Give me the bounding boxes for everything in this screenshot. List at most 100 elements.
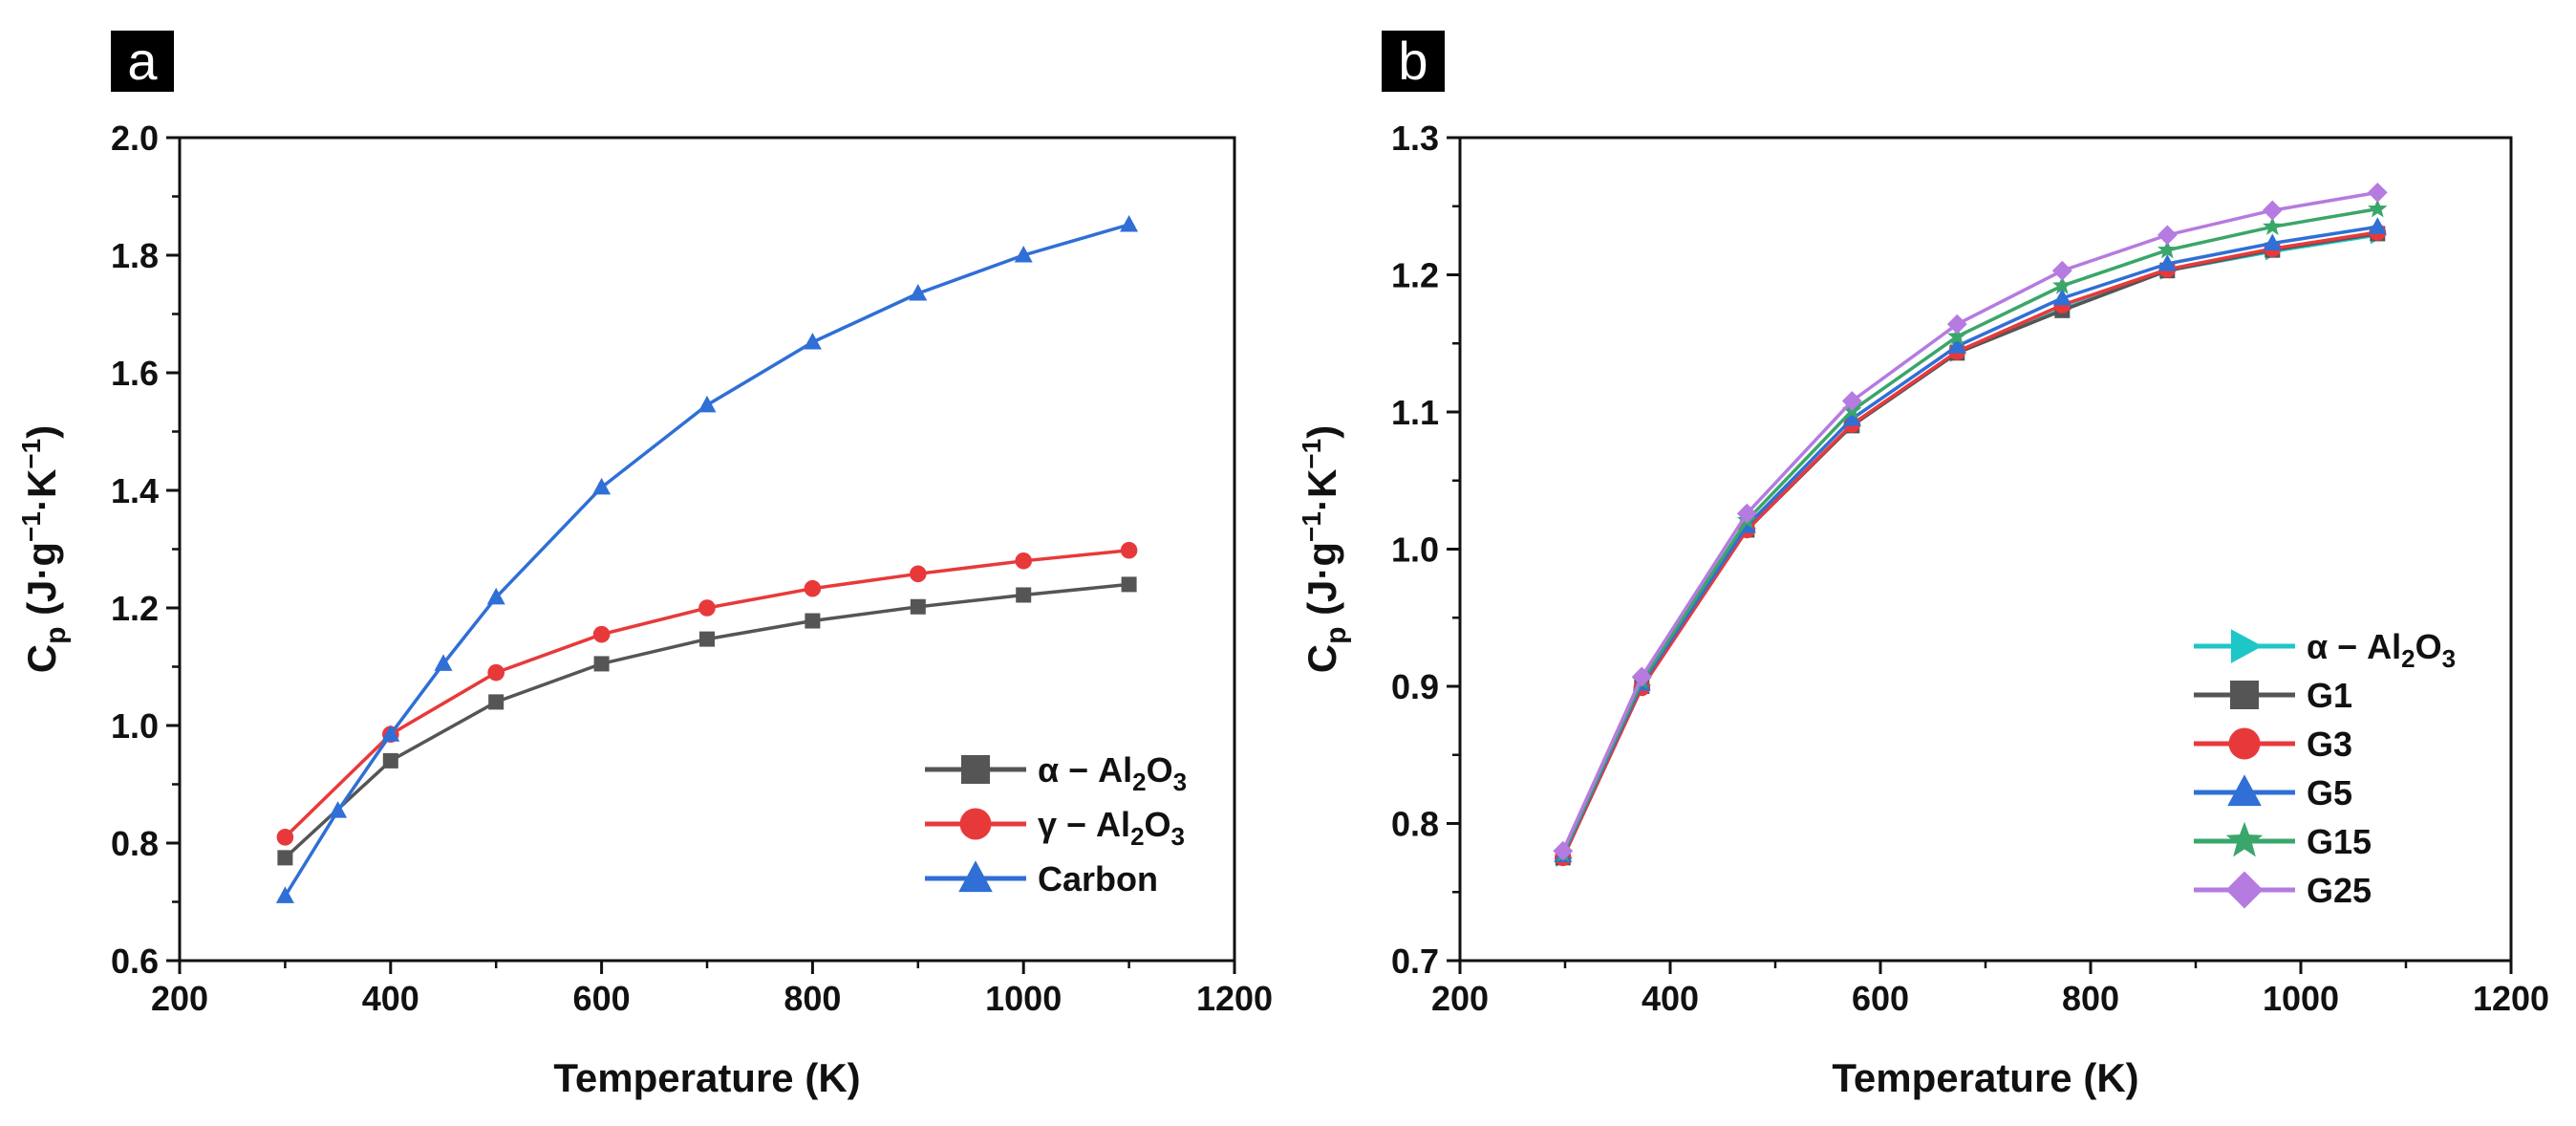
data-point	[276, 829, 294, 846]
data-point	[277, 850, 293, 866]
y-title-symbol: C	[1299, 644, 1344, 673]
legend-marker	[961, 755, 990, 784]
data-point	[910, 565, 927, 583]
x-tick-label: 800	[784, 979, 841, 1018]
legend-marker	[2230, 681, 2259, 709]
legend-label: γ − Al2O3	[1038, 805, 1185, 851]
legend-marker	[2228, 727, 2261, 760]
data-point	[1016, 587, 1032, 603]
legend-text-main: G25	[2307, 871, 2372, 910]
series-a-1	[276, 541, 1138, 846]
data-point	[2263, 233, 2282, 250]
data-point	[1841, 391, 1862, 411]
legend-marker	[2225, 821, 2264, 857]
series-line	[1561, 231, 2378, 859]
y-tick-label: 0.9	[1391, 667, 1439, 706]
y-tick-label: 1.6	[111, 354, 159, 393]
legend-marker	[2230, 629, 2263, 663]
y-tick-label: 1.2	[111, 589, 159, 628]
data-point	[1553, 840, 1574, 861]
y-tick-label: 0.7	[1391, 942, 1439, 981]
y-tick-label: 1.3	[1391, 119, 1439, 158]
legend-text-main: α − Al	[2307, 627, 2401, 666]
data-point	[382, 752, 398, 769]
data-point	[1842, 409, 1861, 426]
x-tick-label: 400	[362, 979, 419, 1018]
panel-label: a	[127, 31, 158, 91]
legend-entry: α − Al2O3	[925, 750, 1187, 796]
data-point	[275, 886, 294, 903]
data-point	[2368, 198, 2388, 218]
data-point	[486, 587, 505, 605]
data-point	[1736, 503, 1757, 524]
series-line	[283, 223, 1130, 898]
legend-text-main: O	[1147, 750, 1173, 790]
data-point	[487, 663, 504, 682]
y-tick-label: 0.6	[111, 942, 159, 981]
series-b-2	[1555, 224, 2387, 867]
legend-text-main: γ − Al	[1038, 805, 1130, 844]
legend-label: G3	[2307, 725, 2352, 764]
x-tick-label: 1200	[2473, 979, 2549, 1018]
legend-label: Carbon	[1038, 859, 1158, 899]
data-point	[592, 477, 612, 495]
data-point	[1947, 326, 1967, 345]
legend-subscript: 3	[1171, 822, 1185, 851]
legend-subscript: 3	[1173, 768, 1187, 796]
legend-marker	[959, 808, 992, 840]
data-point	[2262, 200, 2283, 221]
data-point	[2157, 254, 2177, 271]
data-point	[593, 656, 610, 672]
legend-label: α − Al2O3	[1038, 750, 1187, 796]
x-axis-title: Temperature (K)	[553, 1055, 860, 1100]
data-point	[488, 694, 504, 710]
data-point	[1947, 336, 1966, 354]
x-tick-label: 800	[2062, 979, 2119, 1018]
legend-label: α − Al2O3	[2307, 627, 2456, 673]
y-tick-label: 1.1	[1391, 393, 1439, 432]
legend-label: G15	[2307, 822, 2372, 861]
legend-text-main: α − Al	[1038, 750, 1132, 790]
legend-marker	[2227, 774, 2262, 807]
data-point	[1121, 576, 1137, 593]
data-point	[2368, 217, 2387, 234]
data-point	[2367, 183, 2388, 203]
y-title-exponent: −1	[1297, 511, 1326, 542]
series-line	[1561, 230, 2378, 859]
legend-subscript: 3	[2442, 644, 2456, 673]
y-tick-label: 1.0	[111, 706, 159, 746]
chart-panel-b: b 200 400 600 800 1000 1200 0.7 0.8 0.9 1.0 1.1 1.2 1…	[1297, 31, 2549, 1100]
series-b-3	[1554, 217, 2387, 863]
data-point	[910, 598, 926, 615]
series-b-4	[1553, 198, 2388, 862]
y-title-exponent: −1	[16, 439, 46, 469]
y-tick-label: 0.8	[1391, 805, 1439, 844]
series-b-5	[1553, 183, 2388, 861]
legend-text-main: O	[2415, 627, 2442, 666]
x-tick-label: 200	[1431, 979, 1489, 1018]
y-title-subscript: p	[1320, 627, 1352, 644]
data-point	[592, 625, 611, 643]
data-point	[1015, 552, 1032, 570]
legend-marker	[2225, 871, 2264, 909]
series-b-1	[1555, 226, 2386, 866]
data-point	[2051, 260, 2072, 281]
series-line	[1561, 225, 2378, 856]
y-tick-label: 1.8	[111, 236, 159, 275]
x-tick-label: 1200	[1196, 979, 1273, 1018]
data-point	[909, 283, 928, 301]
legend-entry: G5	[2194, 773, 2352, 812]
x-tick-label: 200	[151, 979, 208, 1018]
legend-entry: Carbon	[925, 859, 1158, 899]
y-tick-label: 1.2	[1391, 256, 1439, 295]
data-point	[699, 631, 715, 647]
data-point	[1120, 215, 1139, 232]
panel-label: b	[1398, 31, 1428, 91]
x-tick-label: 600	[573, 979, 631, 1018]
chart-panel-a: a 200 400 600 800 1000 1200 0.6 0.8 1.0 1.2 1.4 1.6 1…	[16, 31, 1273, 1100]
panel-label-badge	[1382, 31, 1445, 92]
y-tick-label: 2.0	[111, 119, 159, 158]
legend-subscript: 2	[2401, 644, 2415, 673]
data-point	[1946, 314, 1967, 335]
